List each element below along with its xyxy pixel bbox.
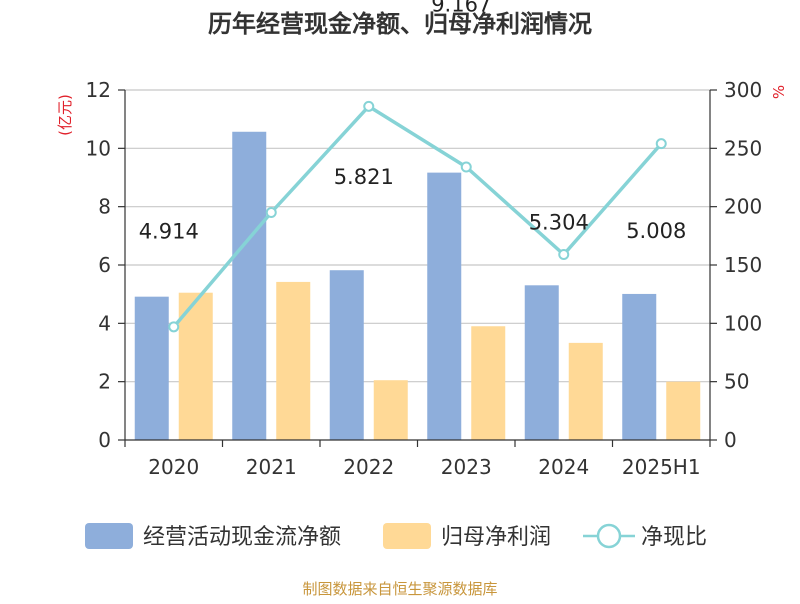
bar-operating-cash-flow[interactable] [622, 293, 657, 440]
right-tick-label: 300 [724, 78, 762, 102]
legend-label: 经营活动现金流净额 [143, 525, 341, 550]
bar-net-profit[interactable] [373, 380, 408, 440]
legend-swatch [383, 523, 431, 549]
legend-marker [596, 523, 622, 549]
bar-net-profit[interactable] [276, 281, 311, 440]
legend-label: 净现比 [641, 525, 707, 550]
x-tick-label: 2022 [343, 455, 394, 479]
bar-value-label: 5.008 [626, 219, 686, 243]
ratio-point[interactable] [168, 321, 180, 333]
x-tick-label: 2025H1 [622, 455, 701, 479]
left-tick-label: 4 [98, 311, 111, 335]
left-tick-label: 0 [98, 428, 111, 452]
left-tick-label: 6 [98, 253, 111, 277]
bar-net-profit[interactable] [568, 342, 603, 440]
legend-item[interactable]: 归母净利润 [383, 523, 551, 550]
bar-operating-cash-flow[interactable] [232, 131, 267, 440]
x-tick-label: 2021 [246, 455, 297, 479]
left-tick-label: 8 [98, 195, 111, 219]
legend-swatch [85, 523, 133, 549]
bar-value-label: 5.821 [334, 165, 394, 189]
ratio-point[interactable] [363, 100, 375, 112]
x-tick-label: 2024 [538, 455, 589, 479]
right-tick-label: 150 [724, 253, 762, 277]
left-tick-label: 12 [86, 78, 111, 102]
bar-series [134, 131, 701, 441]
right-tick-label: 200 [724, 195, 762, 219]
bar-operating-cash-flow[interactable] [329, 270, 364, 440]
grid-lines [125, 89, 710, 383]
ratio-line [172, 104, 663, 328]
bar-operating-cash-flow[interactable] [134, 296, 169, 440]
legend-item[interactable]: 净现比 [583, 523, 707, 550]
bar-value-label: 4.914 [139, 220, 199, 244]
bar-value-label: 9.167 [431, 0, 491, 17]
x-tick-label: 2023 [441, 455, 492, 479]
left-axis-unit: (亿元) [56, 94, 74, 136]
bar-net-profit[interactable] [666, 381, 701, 440]
left-tick-label: 2 [98, 370, 111, 394]
line-series [168, 100, 667, 333]
left-tick-label: 10 [86, 136, 111, 160]
ratio-point[interactable] [460, 161, 472, 173]
source-note: 制图数据来自恒生聚源数据库 [302, 580, 497, 598]
chart-title: 历年经营现金净额、归母净利润情况 [208, 10, 592, 38]
legend-item[interactable]: 经营活动现金流净额 [85, 523, 341, 550]
ratio-point[interactable] [655, 138, 667, 150]
x-tick-label: 2020 [148, 455, 199, 479]
bar-operating-cash-flow[interactable] [524, 285, 559, 440]
right-tick-label: 250 [724, 136, 762, 160]
ratio-point[interactable] [265, 207, 277, 218]
bar-net-profit[interactable] [471, 326, 506, 440]
bar-net-profit[interactable] [178, 292, 213, 440]
bar-value-label: 5.304 [529, 210, 589, 234]
legend-label: 归母净利润 [441, 525, 551, 550]
legend[interactable]: 经营活动现金流净额 归母净利润 净现比 [85, 523, 707, 550]
right-tick-label: 100 [724, 311, 762, 335]
bar-operating-cash-flow[interactable] [427, 172, 462, 441]
ratio-point[interactable] [558, 249, 570, 260]
axes: 0 2 4 6 8 10 12 0 50 100 150 200 250 300 2020 2021 2022 2… [56, 78, 788, 479]
right-tick-label: 0 [724, 428, 737, 452]
right-axis-unit: % [770, 85, 788, 99]
right-tick-label: 50 [724, 370, 749, 394]
